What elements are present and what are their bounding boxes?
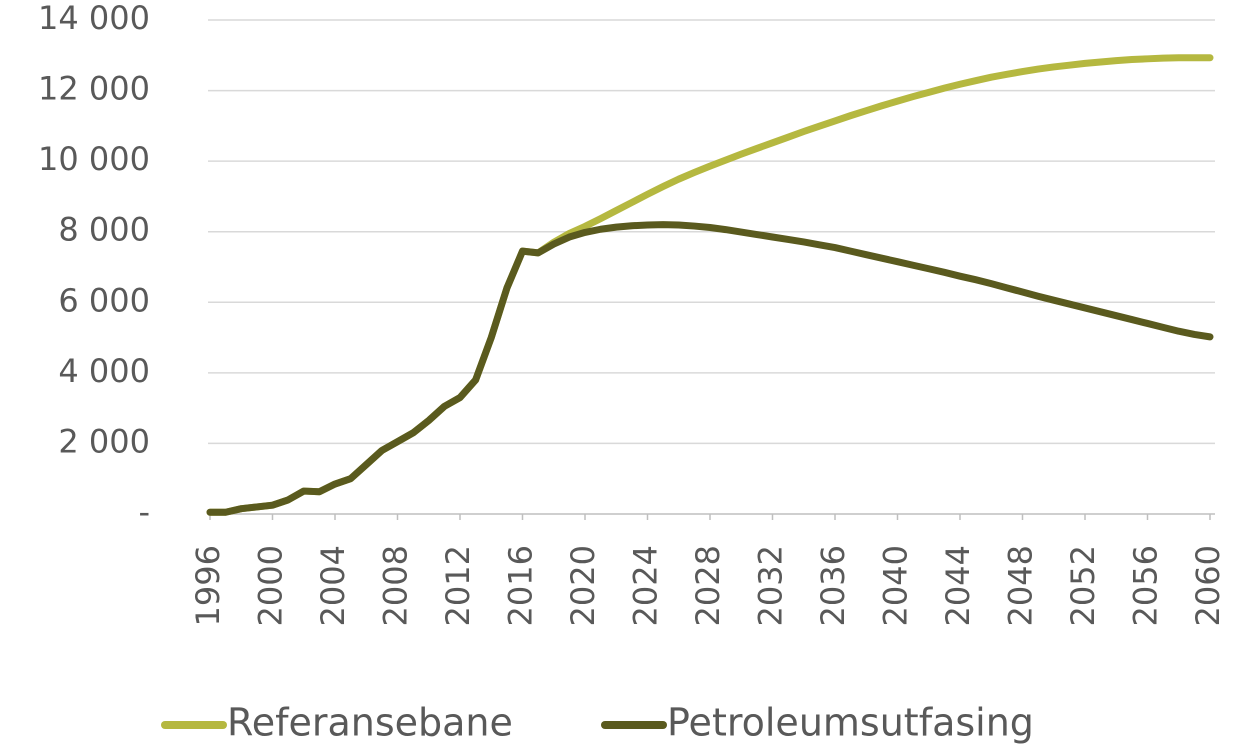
x-tick-label: 1996 <box>189 545 227 626</box>
x-tick-label: 2048 <box>1002 545 1040 626</box>
y-tick-label: 14 000 <box>38 0 150 37</box>
x-tick-label: 2036 <box>814 545 852 626</box>
x-tick-label: 2016 <box>502 545 540 626</box>
y-tick-label: 6 000 <box>58 281 150 319</box>
x-tick-label: 2040 <box>877 545 915 626</box>
x-tick-label: 2000 <box>252 545 290 626</box>
x-tick-label: 2012 <box>439 545 477 626</box>
x-tick-label: 2044 <box>939 545 977 626</box>
x-tick-label: 2056 <box>1127 545 1165 626</box>
y-tick-label: 12 000 <box>38 70 150 108</box>
x-tick-label: 2024 <box>627 545 665 626</box>
x-tick-label: 2028 <box>689 545 727 626</box>
x-tick-label: 2008 <box>377 545 415 626</box>
y-tick-label: 8 000 <box>58 211 150 249</box>
y-tick-label: - <box>138 493 150 531</box>
x-tick-label: 2004 <box>314 545 352 626</box>
y-tick-label: 2 000 <box>58 422 150 460</box>
x-tick-label: 2020 <box>564 545 602 626</box>
series-line <box>206 221 1214 516</box>
y-tick-label: 10 000 <box>38 140 150 178</box>
legend-label: Petroleumsutfasing <box>667 701 1034 745</box>
y-tick-label: 4 000 <box>58 352 150 390</box>
x-tick-label: 2060 <box>1189 545 1227 626</box>
x-tick-label: 2032 <box>752 545 790 626</box>
x-tick-label: 2052 <box>1064 545 1102 626</box>
legend-label: Referansebane <box>227 701 513 745</box>
